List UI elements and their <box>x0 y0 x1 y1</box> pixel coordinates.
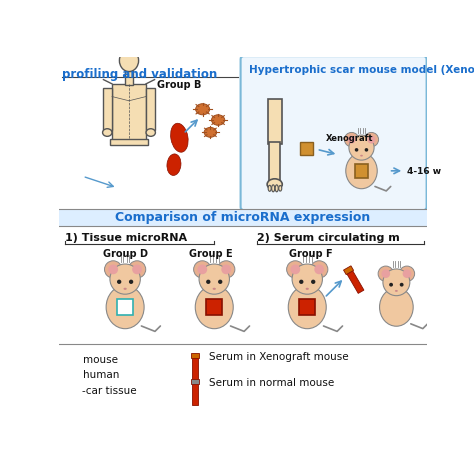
Text: Xenograft: Xenograft <box>326 134 374 143</box>
Circle shape <box>345 132 359 147</box>
Bar <box>191 353 199 358</box>
Bar <box>299 299 315 315</box>
FancyBboxPatch shape <box>241 56 427 210</box>
Circle shape <box>292 264 322 294</box>
Ellipse shape <box>195 285 233 328</box>
Circle shape <box>206 280 210 284</box>
Ellipse shape <box>213 288 216 290</box>
Bar <box>192 358 198 379</box>
Circle shape <box>355 148 358 152</box>
Ellipse shape <box>346 153 377 189</box>
Ellipse shape <box>267 179 282 190</box>
Circle shape <box>299 280 303 284</box>
Circle shape <box>221 264 231 274</box>
Circle shape <box>349 135 374 160</box>
Ellipse shape <box>204 128 217 137</box>
Text: 4-16 w: 4-16 w <box>407 167 441 176</box>
Circle shape <box>129 280 133 284</box>
Bar <box>117 299 133 315</box>
Bar <box>125 71 133 85</box>
Text: -car tissue: -car tissue <box>82 386 137 396</box>
Text: 2) Serum circulating m: 2) Serum circulating m <box>257 233 400 243</box>
Ellipse shape <box>306 288 309 290</box>
Bar <box>146 88 155 130</box>
Circle shape <box>364 132 379 147</box>
Text: Group D: Group D <box>103 248 147 259</box>
Bar <box>110 139 148 145</box>
Bar <box>300 142 313 155</box>
Bar <box>191 379 199 384</box>
Circle shape <box>108 264 118 274</box>
Text: Comparison of microRNA expression: Comparison of microRNA expression <box>115 211 371 224</box>
Circle shape <box>104 261 122 278</box>
Circle shape <box>378 266 393 282</box>
Ellipse shape <box>275 185 278 192</box>
Ellipse shape <box>380 288 413 326</box>
Bar <box>268 99 282 144</box>
Ellipse shape <box>211 115 225 125</box>
Ellipse shape <box>102 129 112 137</box>
Text: Hypertrophic scar mouse model (Xenog: Hypertrophic scar mouse model (Xenog <box>249 64 474 74</box>
Ellipse shape <box>171 123 188 152</box>
Circle shape <box>132 264 142 274</box>
Circle shape <box>218 261 235 278</box>
Text: Group B: Group B <box>157 80 201 90</box>
Circle shape <box>365 148 368 152</box>
Text: human: human <box>82 370 119 380</box>
Ellipse shape <box>119 49 138 72</box>
Ellipse shape <box>196 104 210 115</box>
Ellipse shape <box>268 185 271 191</box>
Circle shape <box>218 280 222 284</box>
Text: 1) Tissue microRNA: 1) Tissue microRNA <box>65 233 188 243</box>
Circle shape <box>383 269 410 296</box>
Circle shape <box>400 283 403 287</box>
Circle shape <box>311 280 315 284</box>
Circle shape <box>110 264 140 294</box>
Ellipse shape <box>279 185 282 191</box>
Ellipse shape <box>272 185 275 192</box>
Circle shape <box>389 283 393 287</box>
Text: Group E: Group E <box>189 248 232 259</box>
Ellipse shape <box>288 285 326 328</box>
Bar <box>192 384 198 405</box>
Circle shape <box>198 264 207 274</box>
Text: profiling and validation: profiling and validation <box>63 68 218 81</box>
Bar <box>269 142 280 182</box>
Circle shape <box>367 136 375 144</box>
Bar <box>112 84 146 143</box>
Circle shape <box>399 266 415 282</box>
Text: Group F: Group F <box>289 248 333 259</box>
Text: Serum in Xenograft mouse: Serum in Xenograft mouse <box>209 352 348 362</box>
Text: Serum in normal mouse: Serum in normal mouse <box>209 378 334 388</box>
Bar <box>102 88 112 130</box>
Ellipse shape <box>146 129 155 137</box>
Circle shape <box>402 269 411 278</box>
Bar <box>206 299 222 315</box>
Circle shape <box>199 264 229 294</box>
Circle shape <box>382 269 390 278</box>
Circle shape <box>310 261 328 278</box>
Circle shape <box>314 264 324 274</box>
Bar <box>59 210 427 226</box>
Circle shape <box>194 261 211 278</box>
Ellipse shape <box>395 290 398 292</box>
Bar <box>355 164 368 178</box>
Circle shape <box>128 261 146 278</box>
Circle shape <box>287 261 304 278</box>
Bar <box>347 271 364 293</box>
Circle shape <box>347 136 356 144</box>
Text: mouse: mouse <box>82 355 118 365</box>
Ellipse shape <box>360 155 363 156</box>
Circle shape <box>291 264 300 274</box>
Ellipse shape <box>167 154 181 175</box>
Bar <box>344 266 354 274</box>
Circle shape <box>117 280 121 284</box>
Ellipse shape <box>106 285 144 328</box>
Ellipse shape <box>124 288 127 290</box>
